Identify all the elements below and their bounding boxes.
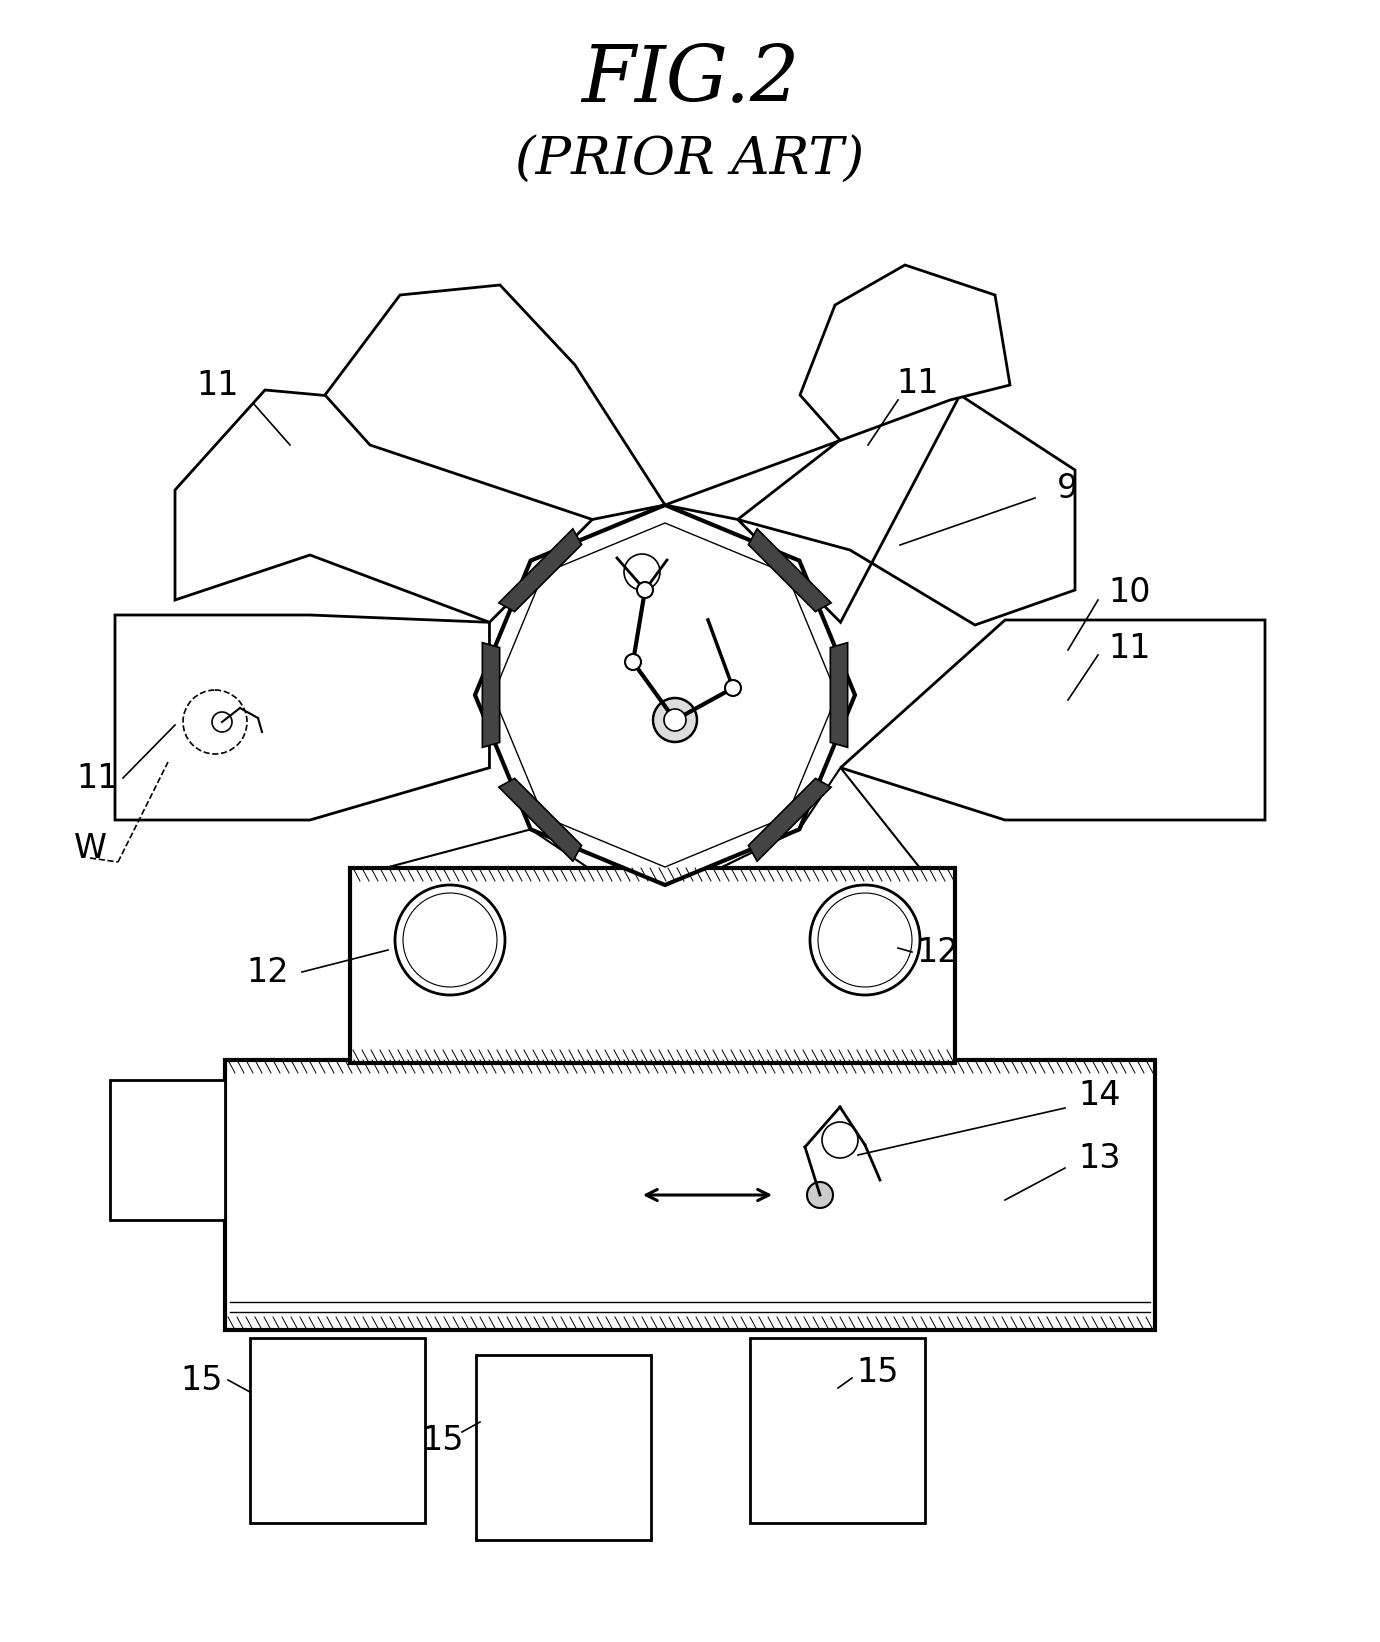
Polygon shape xyxy=(831,642,847,747)
Bar xyxy=(250,1338,425,1524)
Polygon shape xyxy=(498,778,581,860)
Polygon shape xyxy=(738,396,1075,626)
Polygon shape xyxy=(475,506,856,885)
Circle shape xyxy=(664,709,686,731)
Text: 12: 12 xyxy=(247,956,290,988)
Polygon shape xyxy=(720,768,920,869)
Text: 14: 14 xyxy=(1079,1079,1121,1112)
Text: 15: 15 xyxy=(181,1363,224,1396)
Bar xyxy=(110,1080,225,1220)
Polygon shape xyxy=(326,286,665,519)
Text: 11: 11 xyxy=(1108,632,1151,665)
Polygon shape xyxy=(498,529,581,611)
Polygon shape xyxy=(748,778,831,860)
Polygon shape xyxy=(840,621,1265,819)
Polygon shape xyxy=(483,642,500,747)
Text: (PRIOR ART): (PRIOR ART) xyxy=(515,135,865,186)
Text: 11: 11 xyxy=(897,366,940,399)
Circle shape xyxy=(807,1182,834,1209)
Polygon shape xyxy=(175,391,592,622)
Circle shape xyxy=(395,885,505,995)
Text: W: W xyxy=(73,831,106,864)
Text: 9: 9 xyxy=(1057,471,1079,504)
Bar xyxy=(749,1338,925,1524)
Circle shape xyxy=(653,698,697,742)
Bar xyxy=(476,1355,651,1540)
Text: 11: 11 xyxy=(197,368,239,402)
Circle shape xyxy=(625,654,640,670)
Bar xyxy=(225,1061,1155,1330)
Circle shape xyxy=(810,885,920,995)
Polygon shape xyxy=(665,264,1010,519)
Polygon shape xyxy=(385,829,592,870)
Circle shape xyxy=(724,680,741,696)
Text: 10: 10 xyxy=(1108,575,1151,609)
Polygon shape xyxy=(115,616,490,819)
Text: 15: 15 xyxy=(422,1424,464,1456)
Text: 15: 15 xyxy=(857,1356,900,1389)
Polygon shape xyxy=(585,829,799,870)
Text: 12: 12 xyxy=(916,936,959,969)
Bar xyxy=(351,869,955,1062)
Text: 11: 11 xyxy=(77,762,119,795)
Polygon shape xyxy=(748,529,831,611)
Circle shape xyxy=(638,581,653,598)
Text: FIG.2: FIG.2 xyxy=(581,41,799,118)
Text: 13: 13 xyxy=(1079,1141,1121,1174)
